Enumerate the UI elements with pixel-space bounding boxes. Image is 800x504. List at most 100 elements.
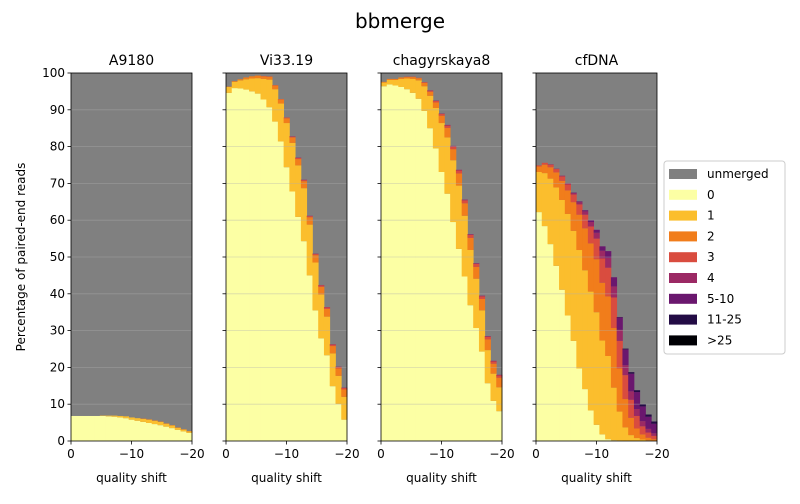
bar-segment-2 bbox=[381, 82, 387, 83]
y-tick-label: 10 bbox=[50, 397, 65, 411]
x-axis-label: quality shift bbox=[251, 471, 322, 485]
bar-segment-3 bbox=[289, 137, 295, 138]
bar-segment-0 bbox=[94, 416, 100, 441]
legend-label: 1 bbox=[707, 209, 715, 223]
bar-segment-2 bbox=[571, 202, 577, 231]
bar-segment-0 bbox=[301, 241, 307, 441]
bar-segment-0 bbox=[553, 266, 559, 441]
bar-segment-1 bbox=[117, 416, 123, 417]
bar-segment-1 bbox=[496, 387, 502, 411]
bar-segment-0 bbox=[565, 316, 571, 441]
bar-segment-0 bbox=[485, 383, 491, 441]
bar-segment-0 bbox=[536, 212, 542, 441]
bar-segment-2 bbox=[588, 243, 594, 291]
bar-segment-2 bbox=[249, 76, 255, 78]
bar-segment-0 bbox=[433, 148, 439, 441]
bar-segment-0 bbox=[261, 100, 267, 442]
bar-segment-0 bbox=[398, 87, 404, 441]
bar-segment-0 bbox=[77, 416, 83, 441]
x-tick-label: −20 bbox=[644, 447, 669, 461]
bar-segment-2 bbox=[651, 439, 657, 440]
x-tick-label: −10 bbox=[274, 447, 299, 461]
legend-swatch bbox=[669, 211, 697, 221]
y-tick-label: 90 bbox=[50, 103, 65, 117]
bar-segment-1 bbox=[289, 143, 295, 192]
bar-segment-2 bbox=[485, 339, 491, 350]
bar-segment-0 bbox=[467, 305, 473, 441]
bar-segment-3 bbox=[473, 264, 479, 267]
bar-segment-2 bbox=[496, 378, 502, 388]
bar-segment-1 bbox=[444, 137, 450, 193]
bar-segment-2 bbox=[467, 238, 473, 250]
legend-swatch bbox=[669, 231, 697, 241]
bar-segment-0 bbox=[599, 434, 605, 441]
bar-segment-4 bbox=[571, 193, 577, 194]
bar-segment-1 bbox=[433, 108, 439, 148]
bar-segment-4 bbox=[651, 433, 657, 436]
x-axis-label: quality shift bbox=[96, 471, 167, 485]
bar-segment-1 bbox=[312, 263, 318, 311]
bar-segment-0 bbox=[289, 192, 295, 442]
bar-segment-2 bbox=[427, 92, 433, 96]
bar-segment-0 bbox=[450, 222, 456, 441]
bar-segment-3 bbox=[301, 180, 307, 181]
bar-segment-0 bbox=[272, 122, 278, 441]
bar-segment-0 bbox=[462, 277, 468, 442]
bar-segment-1 bbox=[163, 424, 169, 427]
bar-segment-1 bbox=[576, 250, 582, 369]
bar-segment-4 bbox=[576, 202, 582, 204]
bar-segment-3 bbox=[479, 296, 485, 299]
bar-segment-2 bbox=[261, 76, 267, 79]
bar-segment-5-10 bbox=[634, 392, 640, 409]
bar-segment-0 bbox=[318, 338, 324, 441]
bar-segment-11-25 bbox=[645, 415, 651, 417]
bar-segment-0 bbox=[284, 167, 290, 441]
bar-segment-1 bbox=[565, 214, 571, 316]
bar-segment-1 bbox=[588, 292, 594, 411]
bar-segment-0 bbox=[439, 172, 445, 441]
bar-segment-2 bbox=[594, 259, 600, 312]
bar-segment-1 bbox=[559, 200, 565, 290]
bar-segment-1 bbox=[261, 79, 267, 100]
bar-segment-11-25 bbox=[634, 390, 640, 392]
bar-segment-2 bbox=[341, 389, 347, 396]
bar-segment-3 bbox=[439, 114, 445, 116]
bar-segment-2 bbox=[536, 166, 542, 172]
bar-segment-2 bbox=[410, 77, 416, 79]
bar-segment-1 bbox=[243, 79, 249, 89]
bar-segment-3 bbox=[462, 200, 468, 203]
bar-segment-1 bbox=[450, 160, 456, 222]
bar-segment-1 bbox=[123, 416, 129, 418]
bar-segment-1 bbox=[284, 123, 290, 167]
bar-segment-1 bbox=[307, 225, 313, 276]
bar-segment-2 bbox=[439, 116, 445, 123]
bar-segment-2 bbox=[272, 86, 278, 90]
bar-segment-4 bbox=[559, 176, 565, 177]
bar-segment-3 bbox=[553, 169, 559, 172]
legend-swatch bbox=[669, 190, 697, 200]
bar-segment-2 bbox=[318, 287, 324, 295]
legend-label: 3 bbox=[707, 250, 715, 264]
bar-segment-1 bbox=[152, 421, 158, 424]
bar-segment-1 bbox=[278, 104, 284, 142]
legend-swatch bbox=[669, 315, 697, 325]
bar-segment-1 bbox=[249, 79, 255, 92]
bar-segment-2 bbox=[421, 83, 427, 86]
bar-segment-1 bbox=[611, 388, 617, 441]
legend-label: 4 bbox=[707, 271, 715, 285]
x-axis-label: quality shift bbox=[561, 471, 632, 485]
y-tick-label: 70 bbox=[50, 176, 65, 190]
bar-segment-1 bbox=[542, 173, 548, 226]
bar-segment-0 bbox=[157, 425, 163, 441]
bar-segment-1 bbox=[226, 87, 232, 93]
bar-segment-2 bbox=[433, 102, 439, 108]
y-tick-label: 50 bbox=[50, 250, 65, 264]
bar-segment-1 bbox=[398, 79, 404, 87]
bar-segment-1 bbox=[272, 89, 278, 121]
bar-segment-2 bbox=[599, 283, 605, 341]
bar-segment-3 bbox=[318, 285, 324, 286]
